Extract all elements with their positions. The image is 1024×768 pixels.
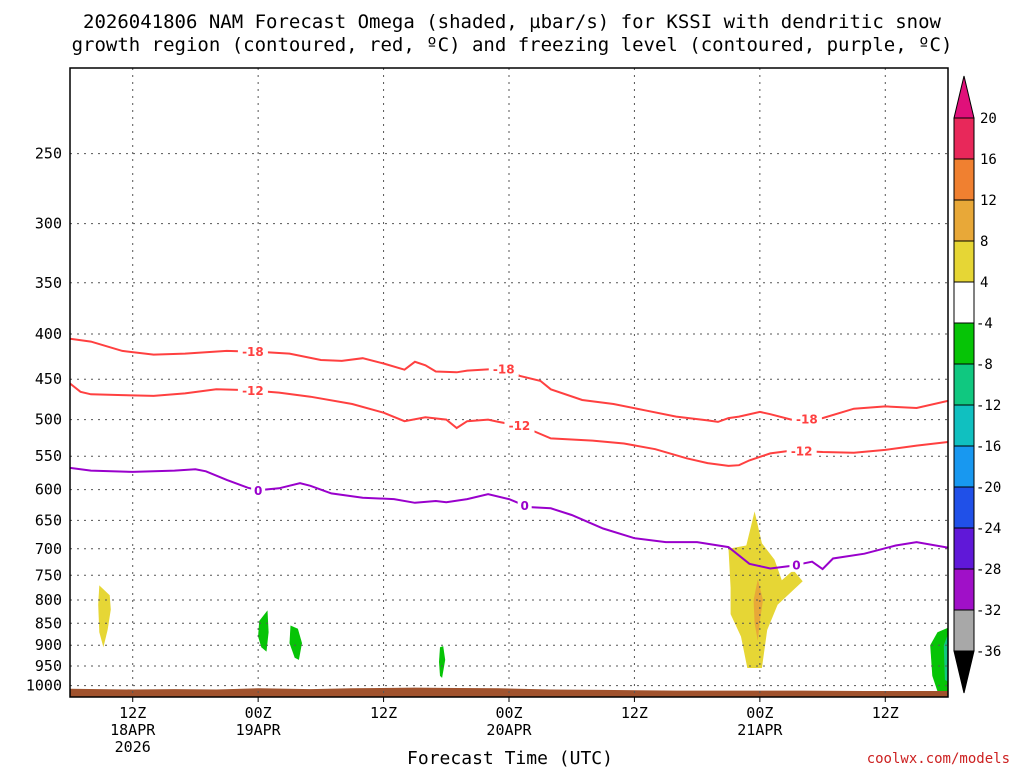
y-tick-label: 950 bbox=[35, 657, 62, 675]
colorbar-box bbox=[953, 486, 975, 529]
colorbar-label: 12 bbox=[980, 193, 997, 209]
contour-line-1 bbox=[70, 382, 948, 467]
credit-text: coolwx.com/models bbox=[867, 751, 1010, 767]
contour-line-0 bbox=[70, 337, 948, 423]
colorbar-box bbox=[953, 568, 975, 611]
x-tick-label: 12Z bbox=[621, 704, 648, 722]
y-tick-label: 850 bbox=[35, 614, 62, 632]
plot-inner: -18 -18 -18 -12 -12 -12 0 0 0 bbox=[70, 68, 948, 697]
colorbar-box bbox=[953, 322, 975, 365]
colorbar-label: -16 bbox=[976, 439, 1001, 455]
colorbar-box bbox=[953, 363, 975, 406]
omega-region-3 bbox=[439, 646, 446, 678]
x-tick-label: 18APR bbox=[110, 721, 156, 739]
y-tick-label: 250 bbox=[35, 145, 62, 163]
title-line-2: growth region (contoured, red, ºC) and f… bbox=[72, 34, 953, 56]
colorbar-label: 20 bbox=[980, 111, 997, 127]
plot-frame bbox=[69, 67, 949, 698]
y-tick-label: 750 bbox=[35, 566, 62, 584]
omega-region-5 bbox=[753, 579, 763, 641]
colorbar-label: 4 bbox=[980, 275, 988, 291]
y-tick-label: 400 bbox=[35, 325, 62, 343]
y-tick-label: 900 bbox=[35, 636, 62, 654]
omega-region-4 bbox=[728, 511, 803, 668]
colorbar-label: -4 bbox=[976, 316, 993, 332]
x-tick-label: 12Z bbox=[370, 704, 397, 722]
omega-region-6 bbox=[930, 627, 948, 692]
y-tick-label: 450 bbox=[35, 370, 62, 388]
contour-label-bg bbox=[237, 344, 268, 359]
contour-label-bg bbox=[237, 383, 268, 398]
y-tick-label: 700 bbox=[35, 540, 62, 558]
colorbar-box bbox=[953, 117, 975, 160]
omega-region-2 bbox=[289, 625, 302, 660]
y-tick-label: 1000 bbox=[26, 677, 62, 695]
y-tick-label: 600 bbox=[35, 481, 62, 499]
colorbar-box bbox=[953, 404, 975, 447]
colorbar-top-arrow bbox=[953, 75, 975, 119]
y-tick-label: 650 bbox=[35, 511, 62, 529]
colorbar-box bbox=[953, 199, 975, 242]
x-tick-label: 20APR bbox=[486, 721, 532, 739]
x-tick-label: 00Z bbox=[495, 704, 522, 722]
y-tick-label: 350 bbox=[35, 274, 62, 292]
omega-region-1 bbox=[258, 610, 269, 652]
y-tick-label: 300 bbox=[35, 215, 62, 233]
colorbar-label: -24 bbox=[976, 521, 1001, 537]
contour-label: 0 bbox=[520, 499, 528, 513]
contour-label-bg bbox=[791, 411, 822, 426]
colorbar-label: -8 bbox=[976, 357, 993, 373]
x-tick-label: 12Z bbox=[119, 704, 146, 722]
contour-label-bg bbox=[488, 361, 519, 376]
y-tick-label: 500 bbox=[35, 411, 62, 429]
x-tick-label: 2026 bbox=[115, 738, 151, 756]
colorbar-box bbox=[953, 609, 975, 652]
contour-label-bg bbox=[786, 444, 817, 459]
colorbar-label: 16 bbox=[980, 152, 997, 168]
contour-label-bg bbox=[517, 498, 532, 513]
colorbar-bottom-arrow bbox=[953, 650, 975, 694]
contour-label: -18 bbox=[242, 345, 264, 359]
contour-label: -12 bbox=[242, 384, 264, 398]
contour-label-bg bbox=[251, 483, 266, 498]
contour-label: 0 bbox=[254, 484, 262, 498]
colorbar: 20 16 12 8 4 -4 -8 -12 -16 -20 -24 -28 -32 -36 bbox=[953, 75, 1001, 694]
contour-label: -12 bbox=[791, 445, 813, 459]
y-tick-label: 550 bbox=[35, 447, 62, 465]
omega-region-0 bbox=[98, 585, 111, 648]
colorbar-box bbox=[953, 240, 975, 283]
x-tick-label: 12Z bbox=[872, 704, 899, 722]
omega-region-7 bbox=[943, 636, 948, 682]
colorbar-box bbox=[953, 281, 975, 324]
x-tick-label: 00Z bbox=[245, 704, 272, 722]
x-tick-label: 00Z bbox=[746, 704, 773, 722]
contour-label: -18 bbox=[796, 412, 818, 426]
colorbar-label: -28 bbox=[976, 562, 1001, 578]
colorbar-box bbox=[953, 158, 975, 201]
contour-label: -18 bbox=[493, 362, 515, 376]
title-line-1: 2026041806 NAM Forecast Omega (shaded, µ… bbox=[83, 11, 941, 33]
contour-label: 0 bbox=[792, 558, 800, 572]
plot-area: -18 -18 -18 -12 -12 -12 0 0 0 250 300 350 400 450 500 5… bbox=[26, 67, 949, 756]
x-axis-label: Forecast Time (UTC) bbox=[407, 748, 613, 768]
y-tick-label: 800 bbox=[35, 591, 62, 609]
colorbar-box bbox=[953, 527, 975, 570]
colorbar-label: -20 bbox=[976, 480, 1001, 496]
colorbar-box bbox=[953, 445, 975, 488]
x-tick-label: 21APR bbox=[737, 721, 783, 739]
chart-title: 2026041806 NAM Forecast Omega (shaded, µ… bbox=[72, 11, 953, 56]
contour-label-bg bbox=[504, 418, 535, 433]
contour-label-bg bbox=[789, 557, 804, 572]
contour-line-2 bbox=[70, 466, 948, 571]
colorbar-label: 8 bbox=[980, 234, 988, 250]
colorbar-label: -12 bbox=[976, 398, 1001, 414]
contour-label: -12 bbox=[509, 419, 531, 433]
x-tick-label: 19APR bbox=[236, 721, 282, 739]
colorbar-label: -36 bbox=[976, 644, 1001, 660]
colorbar-label: -32 bbox=[976, 603, 1001, 619]
